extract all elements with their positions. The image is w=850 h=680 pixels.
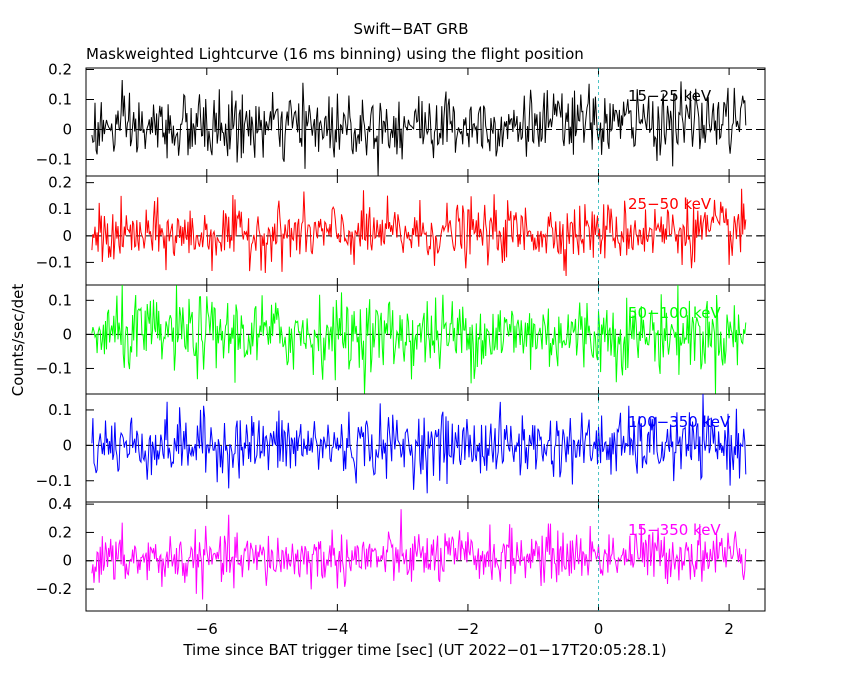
x-tick-label: 0 [594, 620, 604, 638]
panel-2: −0.1 0 0.1 0.2 25−50 keV [36, 174, 766, 286]
y-tick-label: −0.2 [36, 580, 72, 598]
y-tick-label: −0.1 [36, 253, 72, 271]
y-tick-label: 0 [62, 325, 72, 343]
y-axis-label: Counts/sec/det [9, 284, 27, 397]
panel-4: −0.1 0 0.1 100−350 keV [36, 393, 766, 503]
y-tick-label: 0.1 [48, 91, 72, 109]
x-tick-label: 2 [724, 620, 734, 638]
panel-1: −0.1 0 0.1 0.2 15−25 keV [36, 61, 766, 177]
x-tick-label: −4 [326, 620, 348, 638]
y-tick-label: 0.1 [48, 200, 72, 218]
y-tick-label: −0.1 [36, 359, 72, 377]
y-tick-label: 0.1 [48, 291, 72, 309]
y-tick-label: 0 [62, 121, 72, 139]
band-label: 100−350 keV [628, 413, 731, 431]
panel-5: −0.2 0 0.2 0.4 15−350 keV [36, 495, 766, 612]
y-tick-label: 0.4 [48, 495, 72, 513]
band-label: 50−100 keV [628, 304, 721, 322]
series-line-3 [91, 284, 747, 395]
panel-3: −0.1 0 0.1 50−100 keV [36, 284, 766, 395]
series-line-5 [91, 509, 747, 600]
panels-group: −0.1 0 0.1 0.2 15−25 keV −0.1 0 0.1 0.2 25−50 keV… [36, 61, 766, 638]
series-line-4 [91, 393, 747, 494]
band-label: 15−25 keV [628, 87, 712, 105]
series-line-2 [91, 188, 747, 277]
series-line-1 [91, 79, 747, 177]
x-tick-label: −6 [196, 620, 218, 638]
x-axis-label: Time since BAT trigger time [sec] (UT 20… [182, 641, 666, 659]
x-tick-label: −2 [457, 620, 479, 638]
panel-frame [85, 501, 766, 612]
band-label: 25−50 keV [628, 195, 712, 213]
chart-title: Swift−BAT GRB [353, 20, 468, 38]
y-tick-label: 0.2 [48, 61, 72, 79]
y-tick-label: 0 [62, 552, 72, 570]
y-tick-label: −0.1 [36, 472, 72, 490]
y-tick-label: 0.2 [48, 523, 72, 541]
y-tick-label: 0 [62, 227, 72, 245]
y-tick-label: 0.2 [48, 174, 72, 192]
band-label: 15−350 keV [628, 521, 721, 539]
y-tick-label: 0 [62, 436, 72, 454]
chart-subtitle: Maskweighted Lightcurve (16 ms binning) … [86, 45, 584, 63]
y-tick-label: −0.1 [36, 151, 72, 169]
y-tick-label: 0.1 [48, 401, 72, 419]
